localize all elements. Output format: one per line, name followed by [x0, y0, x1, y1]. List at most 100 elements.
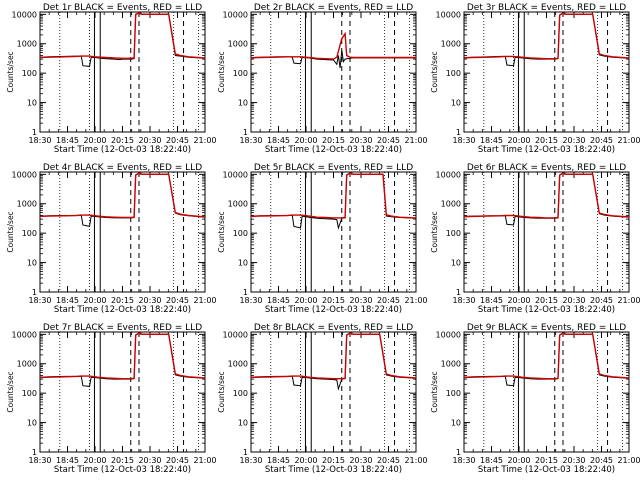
y-tick-label: 10000	[12, 10, 37, 19]
x-tick-label: 18:30	[452, 456, 475, 465]
x-tick-label: 21:00	[193, 136, 216, 145]
x-tick-label: 21:00	[617, 136, 640, 145]
y-tick-label: 1000	[228, 360, 248, 369]
x-tick-label: 20:45	[590, 296, 613, 305]
y-tick-label: 1000	[17, 360, 37, 369]
y-tick-label: 10000	[223, 10, 248, 19]
series-lld-line	[40, 172, 205, 219]
x-axis-label: Start Time (12-Oct-03 18:22:40)	[478, 465, 615, 475]
x-axis-label: Start Time (12-Oct-03 18:22:40)	[265, 145, 402, 155]
x-tick-label: 20:45	[166, 296, 189, 305]
x-tick-label: 20:45	[590, 456, 613, 465]
x-tick-label: 20:30	[562, 456, 585, 465]
series-lld-line	[251, 172, 416, 219]
chart-title: Det 8r BLACK = Events, RED = LLD	[254, 323, 413, 333]
y-tick-label: 10	[238, 419, 248, 428]
x-tick-label: 18:45	[56, 136, 79, 145]
y-axis-label: Counts/sec	[217, 371, 226, 412]
y-axis-label: Counts/sec	[430, 51, 439, 92]
x-tick-label: 21:00	[193, 456, 216, 465]
y-tick-label: 1	[243, 448, 248, 457]
plot-frame	[250, 11, 417, 133]
plot-frame	[463, 331, 630, 453]
x-tick-label: 20:00	[507, 136, 530, 145]
x-axis-label: Start Time (12-Oct-03 18:22:40)	[478, 305, 615, 315]
y-tick-label: 1	[456, 448, 461, 457]
x-tick-label: 18:45	[267, 296, 290, 305]
y-tick-label: 1000	[441, 360, 461, 369]
plot-frame	[39, 171, 206, 293]
x-tick-label: 20:15	[535, 136, 558, 145]
x-tick-label: 18:30	[239, 136, 262, 145]
x-axis-label: Start Time (12-Oct-03 18:22:40)	[54, 465, 191, 475]
x-tick-label: 20:00	[294, 456, 317, 465]
series-lld-line	[464, 332, 629, 380]
y-tick-label: 10000	[223, 330, 248, 339]
x-tick-label: 18:45	[267, 456, 290, 465]
y-tick-label: 1000	[441, 40, 461, 49]
series-lld-line	[464, 12, 629, 60]
series-events-line	[251, 332, 416, 391]
y-axis-label: Counts/sec	[6, 51, 15, 92]
x-tick-label: 20:45	[377, 136, 400, 145]
x-tick-label: 20:15	[322, 456, 345, 465]
x-tick-label: 21:00	[617, 456, 640, 465]
y-tick-label: 1000	[228, 40, 248, 49]
panel-5: 1 10 100 1000 10000 18:30 18:45 20:00 20:15 20:30…	[217, 163, 428, 315]
x-tick-label: 20:15	[111, 456, 134, 465]
y-tick-label: 10	[238, 259, 248, 268]
x-tick-label: 20:30	[138, 296, 161, 305]
x-tick-label: 18:45	[267, 136, 290, 145]
y-tick-label: 10000	[12, 330, 37, 339]
x-tick-label: 18:30	[452, 296, 475, 305]
chart-title: Det 4r BLACK = Events, RED = LLD	[43, 163, 202, 173]
x-tick-label: 20:30	[562, 296, 585, 305]
panel-9: 1 10 100 1000 10000 18:30 18:45 20:00 20:15 20:30…	[430, 323, 640, 475]
plot-frame	[463, 171, 630, 293]
x-tick-label: 21:00	[404, 296, 427, 305]
y-tick-label: 1000	[441, 200, 461, 209]
plot-frame	[463, 11, 630, 133]
series-lld-line	[464, 172, 629, 219]
x-tick-label: 21:00	[617, 296, 640, 305]
y-tick-label: 1	[32, 448, 37, 457]
y-tick-label: 1	[243, 128, 248, 137]
x-tick-label: 20:30	[138, 456, 161, 465]
y-axis-label: Counts/sec	[217, 211, 226, 252]
x-tick-label: 18:30	[28, 456, 51, 465]
y-tick-label: 100	[233, 69, 248, 78]
y-axis-label: Counts/sec	[430, 371, 439, 412]
x-tick-label: 20:15	[322, 296, 345, 305]
y-tick-label: 10000	[12, 170, 37, 179]
y-tick-label: 1	[456, 128, 461, 137]
y-tick-label: 1000	[17, 40, 37, 49]
x-tick-label: 18:45	[480, 456, 503, 465]
y-tick-label: 100	[22, 69, 37, 78]
y-tick-label: 100	[22, 229, 37, 238]
x-tick-label: 20:45	[590, 136, 613, 145]
x-tick-label: 18:45	[480, 136, 503, 145]
series-lld-line	[251, 332, 416, 380]
panel-2: 1 10 100 1000 10000 18:30 18:45 20:00 20:15 20:30…	[217, 3, 428, 155]
series-lld-line	[40, 332, 205, 380]
y-tick-label: 100	[446, 69, 461, 78]
plot-frame	[39, 331, 206, 453]
x-tick-label: 20:15	[535, 296, 558, 305]
x-tick-label: 20:30	[138, 136, 161, 145]
x-tick-label: 18:45	[480, 296, 503, 305]
x-tick-label: 21:00	[193, 296, 216, 305]
x-tick-label: 20:00	[507, 456, 530, 465]
y-tick-label: 10	[451, 259, 461, 268]
chart-title: Det 6r BLACK = Events, RED = LLD	[467, 163, 626, 173]
x-tick-label: 20:45	[166, 136, 189, 145]
panel-7: 1 10 100 1000 10000 18:30 18:45 20:00 20:15 20:30…	[6, 323, 217, 475]
y-axis-label: Counts/sec	[430, 211, 439, 252]
y-tick-label: 10000	[436, 170, 461, 179]
panel-6: 1 10 100 1000 10000 18:30 18:45 20:00 20:15 20:30…	[430, 163, 640, 315]
panel-3: 1 10 100 1000 10000 18:30 18:45 20:00 20:15 20:30…	[430, 3, 640, 155]
y-axis-label: Counts/sec	[6, 371, 15, 412]
plot-frame	[250, 331, 417, 453]
x-tick-label: 20:00	[83, 136, 106, 145]
y-tick-label: 10	[238, 99, 248, 108]
y-tick-label: 1	[456, 288, 461, 297]
